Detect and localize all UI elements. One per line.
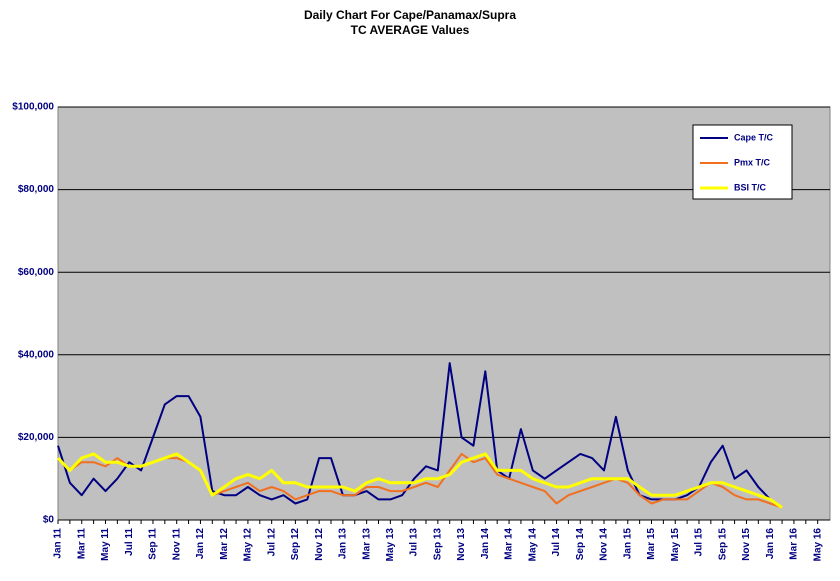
chart-subtitle: TC AVERAGE Values [351, 23, 470, 37]
x-tick-label: Nov 12 [314, 528, 325, 561]
x-tick-label: Sep 13 [432, 528, 443, 561]
x-tick-label: Jul 13 [409, 528, 420, 557]
x-tick-label: Nov 15 [741, 528, 752, 561]
chart-title: Daily Chart For Cape/Panamax/Supra [304, 8, 516, 22]
x-tick-label: Jan 15 [622, 528, 633, 560]
y-tick-label: $100,000 [12, 102, 54, 113]
x-tick-label: Jan 16 [765, 528, 776, 560]
y-tick-label: $40,000 [18, 349, 55, 360]
x-tick-label: Sep 11 [148, 528, 159, 560]
legend-label: BSI T/C [734, 182, 767, 192]
x-tick-label: Nov 14 [599, 528, 610, 561]
x-tick-label: Nov 11 [171, 528, 182, 561]
x-tick-label: May 15 [670, 528, 681, 562]
x-tick-label: May 12 [243, 528, 254, 562]
x-tick-label: Mar 13 [361, 528, 372, 560]
x-tick-label: Mar 15 [646, 528, 657, 560]
legend-label: Pmx T/C [734, 157, 771, 167]
legend-label: Cape T/C [734, 132, 774, 142]
x-tick-label: Jan 13 [338, 528, 349, 560]
x-tick-label: Jan 11 [53, 528, 64, 559]
x-tick-label: Sep 12 [290, 528, 301, 561]
x-tick-label: Jul 11 [124, 528, 135, 556]
x-tick-label: Mar 16 [789, 528, 800, 560]
x-tick-label: Mar 12 [219, 528, 230, 560]
x-tick-label: Jan 12 [195, 528, 206, 560]
x-tick-label: Jul 12 [266, 528, 277, 557]
series-line [57, 452, 783, 509]
x-tick-label: Sep 15 [717, 528, 728, 561]
y-tick-label: $20,000 [18, 432, 55, 443]
y-tick-label: $60,000 [18, 267, 55, 278]
x-tick-label: May 13 [385, 528, 396, 562]
x-tick-label: Jul 15 [694, 528, 705, 557]
x-tick-label: Mar 11 [76, 528, 87, 560]
series-line [56, 452, 783, 509]
x-tick-label: Jul 14 [551, 528, 562, 557]
x-tick-label: Sep 14 [575, 528, 586, 561]
x-tick-label: May 11 [100, 528, 111, 561]
x-tick-label: Jan 14 [480, 528, 491, 560]
x-tick-label: May 16 [812, 528, 823, 562]
y-tick-label: $0 [43, 515, 55, 526]
y-tick-label: $80,000 [18, 184, 55, 195]
x-tick-label: May 14 [527, 528, 538, 562]
x-tick-label: Nov 13 [456, 528, 467, 561]
x-tick-label: Mar 14 [504, 528, 515, 560]
